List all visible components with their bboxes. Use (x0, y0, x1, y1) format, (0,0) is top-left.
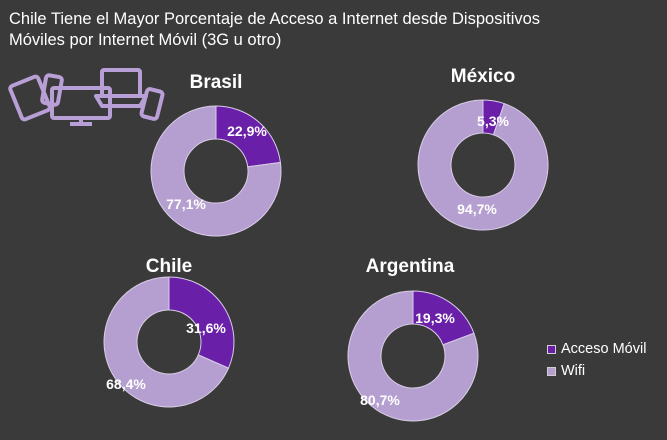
slice-chile-acceso-movil (168, 276, 235, 369)
chart-title: Chile Tiene el Mayor Porcentaje de Acces… (9, 9, 649, 51)
data-label-brasil-wifi: 77,1% (166, 196, 206, 212)
chart-title-mexico: México (451, 66, 515, 87)
slice-brasil-wifi (150, 105, 282, 237)
legend-label-acceso-movil: Acceso Móvil (561, 341, 647, 357)
data-label-chile-acceso-movil: 31,6% (186, 320, 226, 336)
chart-title-argentina: Argentina (366, 256, 455, 277)
legend-label-wifi: Wifi (561, 363, 586, 379)
legend-swatch-acceso-movil (547, 344, 556, 354)
slice-chile-wifi (103, 276, 230, 408)
chart-title-brasil: Brasil (190, 72, 243, 93)
legend-item-wifi: Wifi (547, 360, 646, 382)
slice-mexico-wifi (417, 99, 549, 231)
data-label-argentina-acceso-movil: 19,3% (415, 310, 455, 326)
slice-argentina-wifi (347, 290, 479, 422)
data-label-brasil-acceso-movil: 22,9% (227, 123, 267, 139)
chart-title-line-1: Chile Tiene el Mayor Porcentaje de Acces… (9, 10, 541, 28)
data-label-chile-wifi: 68,4% (106, 376, 146, 392)
data-label-mexico-acceso-movil: 5,3% (477, 113, 509, 129)
data-label-argentina-wifi: 80,7% (360, 392, 400, 408)
legend-swatch-wifi (547, 366, 556, 376)
devices-icon (8, 68, 165, 126)
chart-title-chile: Chile (146, 256, 192, 277)
data-label-mexico-wifi: 94,7% (457, 201, 497, 217)
chart-title-line-2: Móviles por Internet Móvil (3G u otro) (9, 31, 282, 49)
legend: Acceso Móvil Wifi (547, 338, 646, 382)
legend-item-acceso-movil: Acceso Móvil (547, 338, 646, 360)
